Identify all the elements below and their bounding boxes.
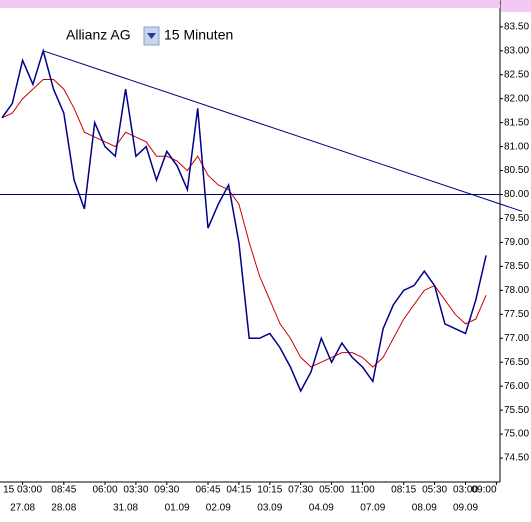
date-label: 28.08 xyxy=(51,503,76,514)
price-line xyxy=(1,79,487,368)
x-tick-label: 10:15 xyxy=(257,485,282,496)
y-tick-label: 78.00 xyxy=(504,285,529,296)
last-price-box xyxy=(501,0,531,12)
x-tick-label: 08:15 xyxy=(391,485,416,496)
date-label: 02.09 xyxy=(206,503,231,514)
date-label: 03.09 xyxy=(257,503,282,514)
date-label: 04.09 xyxy=(309,503,334,514)
x-tick-label: 09:30 xyxy=(154,485,179,496)
interval[interactable]: 15 Minuten xyxy=(164,27,233,43)
x-tick-label: 05:00 xyxy=(319,485,344,496)
x-tick-label: 03:30 xyxy=(123,485,148,496)
x-tick-label: 15 03:00 xyxy=(3,485,42,496)
y-tick-label: 76.50 xyxy=(504,357,529,368)
x-tick-label: 11:00 xyxy=(350,485,375,496)
y-tick-label: 82.00 xyxy=(504,93,529,104)
y-tick-label: 74.50 xyxy=(504,453,529,464)
date-label: 31.08 xyxy=(113,503,138,514)
symbol[interactable]: Allianz AG xyxy=(66,27,131,43)
price-line xyxy=(1,48,487,393)
y-tick-label: 82.50 xyxy=(504,69,529,80)
date-label: 08.09 xyxy=(412,503,437,514)
x-tick-label: 03:00 xyxy=(453,485,478,496)
x-tick-label: 04:15 xyxy=(226,485,251,496)
x-tick-label: 06:45 xyxy=(195,485,220,496)
last-price-band xyxy=(0,0,500,8)
y-tick-label: 77.50 xyxy=(504,309,529,320)
y-tick-label: 78.50 xyxy=(504,261,529,272)
x-tick-label: 06:00 xyxy=(92,485,117,496)
date-label: 27.08 xyxy=(10,503,35,514)
x-tick-label: 05:30 xyxy=(422,485,447,496)
x-tick-label: 07:30 xyxy=(288,485,313,496)
y-tick-label: 83.00 xyxy=(504,45,529,56)
y-tick-label: 80.00 xyxy=(504,189,529,200)
y-tick-label: 81.00 xyxy=(504,141,529,152)
y-tick-label: 79.00 xyxy=(504,237,529,248)
x-tick-label: 09:00 xyxy=(471,485,496,496)
y-tick-label: 77.00 xyxy=(504,333,529,344)
y-tick-label: 75.00 xyxy=(504,429,529,440)
y-tick-label: 80.50 xyxy=(504,165,529,176)
date-label: 01.09 xyxy=(165,503,190,514)
trendline xyxy=(43,50,523,212)
y-tick-label: 81.50 xyxy=(504,117,529,128)
x-tick-label: 08:45 xyxy=(51,485,76,496)
y-tick-label: 76.00 xyxy=(504,381,529,392)
dropdown-arrow xyxy=(147,33,156,39)
date-label: 09.09 xyxy=(453,503,478,514)
y-tick-label: 83.50 xyxy=(504,21,529,32)
y-tick-label: 79.50 xyxy=(504,213,529,224)
y-tick-label: 75.50 xyxy=(504,405,529,416)
date-label: 07.09 xyxy=(360,503,385,514)
